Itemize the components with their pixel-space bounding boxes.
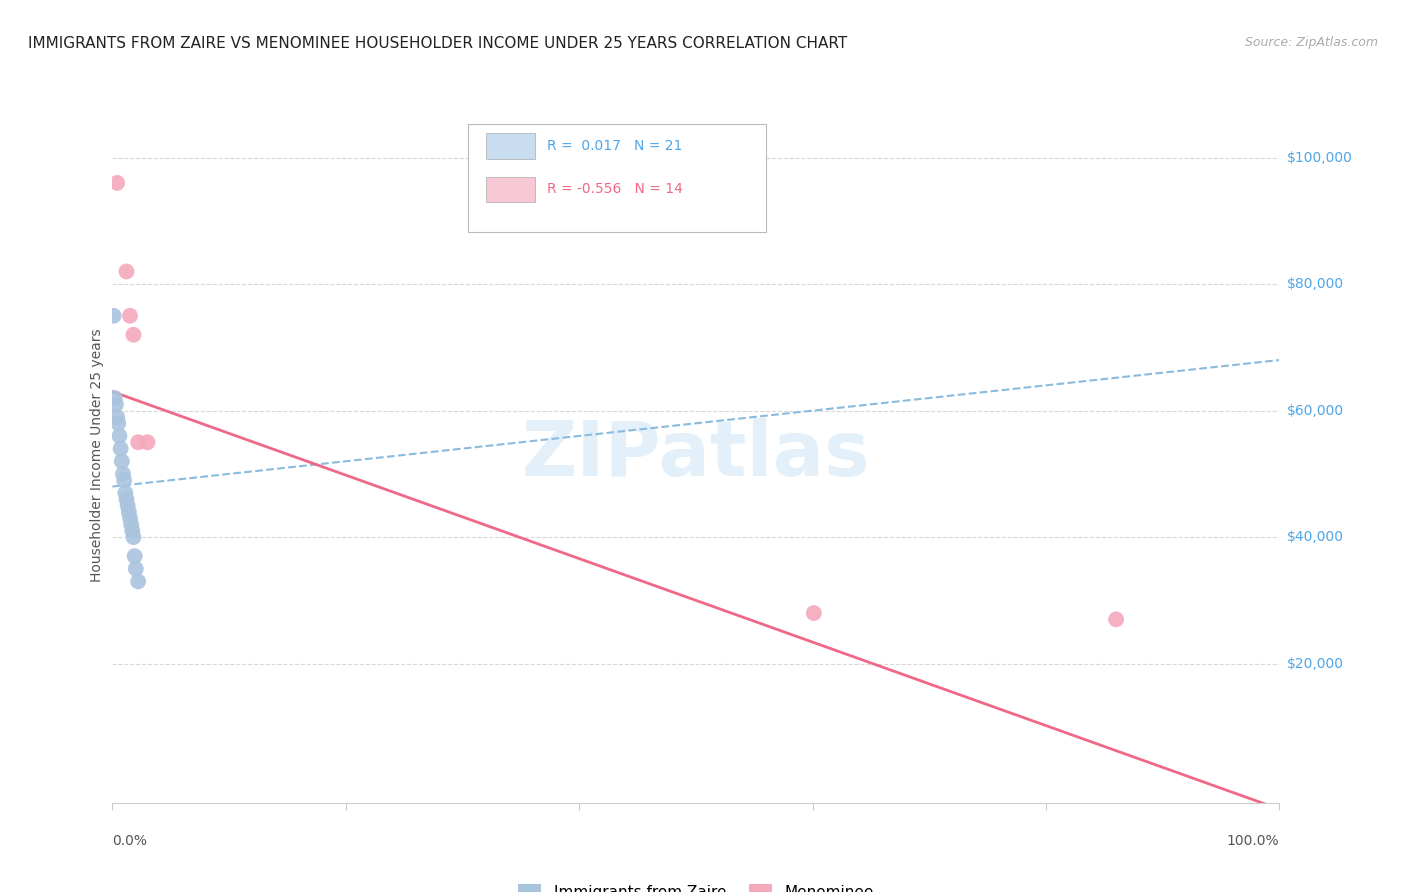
Point — [124, 549, 146, 563]
Point — [112, 473, 135, 487]
Text: ZIPatlas: ZIPatlas — [522, 418, 870, 491]
FancyBboxPatch shape — [486, 177, 534, 202]
Point — [122, 530, 145, 544]
Legend: Immigrants from Zaire, Menominee: Immigrants from Zaire, Menominee — [512, 879, 880, 892]
Point — [105, 176, 128, 190]
Point — [117, 499, 139, 513]
Point — [111, 467, 134, 481]
Point — [120, 517, 142, 532]
Point — [136, 435, 159, 450]
Point — [127, 435, 149, 450]
Point — [803, 606, 825, 620]
Point — [1105, 612, 1128, 626]
Text: 0.0%: 0.0% — [112, 834, 148, 848]
Text: 100.0%: 100.0% — [1227, 834, 1279, 848]
Text: IMMIGRANTS FROM ZAIRE VS MENOMINEE HOUSEHOLDER INCOME UNDER 25 YEARS CORRELATION: IMMIGRANTS FROM ZAIRE VS MENOMINEE HOUSE… — [28, 36, 848, 51]
FancyBboxPatch shape — [468, 124, 766, 232]
Point — [118, 505, 141, 519]
Point — [121, 524, 143, 538]
FancyBboxPatch shape — [486, 133, 534, 159]
Point — [118, 511, 141, 525]
Point — [127, 574, 149, 589]
Text: R = -0.556   N = 14: R = -0.556 N = 14 — [547, 183, 682, 196]
Point — [122, 327, 145, 342]
Text: R =  0.017   N = 21: R = 0.017 N = 21 — [547, 138, 682, 153]
Point — [110, 442, 132, 456]
Point — [115, 492, 138, 507]
Point — [107, 417, 129, 431]
Point — [104, 391, 127, 405]
Text: $80,000: $80,000 — [1286, 277, 1344, 291]
Point — [114, 486, 136, 500]
Point — [104, 397, 127, 411]
Text: $100,000: $100,000 — [1286, 151, 1353, 165]
Point — [108, 429, 131, 443]
Point — [111, 454, 134, 468]
Text: $60,000: $60,000 — [1286, 404, 1344, 417]
Point — [103, 309, 125, 323]
Text: $40,000: $40,000 — [1286, 530, 1344, 544]
Text: $20,000: $20,000 — [1286, 657, 1344, 671]
Point — [118, 309, 141, 323]
Y-axis label: Householder Income Under 25 years: Householder Income Under 25 years — [90, 328, 104, 582]
Point — [125, 562, 148, 576]
Text: Source: ZipAtlas.com: Source: ZipAtlas.com — [1244, 36, 1378, 49]
Point — [105, 409, 128, 424]
Point — [115, 264, 138, 278]
